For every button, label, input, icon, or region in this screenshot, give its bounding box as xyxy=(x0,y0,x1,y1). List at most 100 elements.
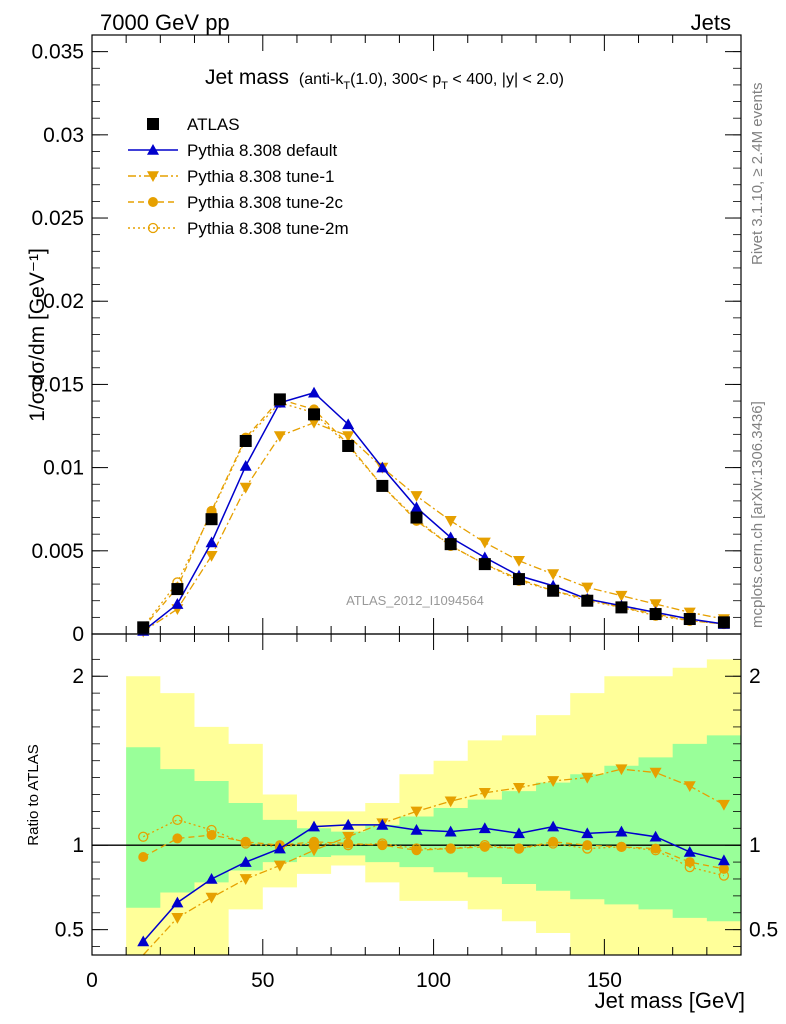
ratio-point-default xyxy=(717,854,730,866)
ratio-point-default xyxy=(308,820,321,832)
main-ytick-label: 0.005 xyxy=(31,540,84,563)
main-ytick-label: 0.035 xyxy=(31,41,84,64)
main-point-atlas xyxy=(273,393,286,406)
main-ytick-label: 0.02 xyxy=(43,290,84,313)
main-point-tune1 xyxy=(615,590,628,602)
main-ylabel: 1/σ dσ/dm [GeV⁻¹] xyxy=(26,248,49,422)
main-point-tune1 xyxy=(444,516,457,527)
ratio-point-tune2c xyxy=(138,852,149,863)
ratio-point-default xyxy=(683,845,696,857)
legend-marker-tune1 xyxy=(147,171,159,182)
ratio-xtick-label: 100 xyxy=(416,969,451,992)
main-series-line-tune2c xyxy=(142,398,724,629)
main-point-atlas xyxy=(205,513,218,526)
main-point-atlas xyxy=(683,613,696,626)
ratio-point-tune2m xyxy=(547,838,559,849)
ratio-point-tune1 xyxy=(478,788,491,799)
main-point-tune1 xyxy=(649,599,662,611)
ratio-point-default xyxy=(137,935,150,947)
ratio-point-tune2m xyxy=(138,831,149,842)
ratio-panel: 0.5 0.5 1 1 2 2 0 50 100 150 xyxy=(55,633,778,992)
ratio-ytick-label: 1 xyxy=(72,834,84,857)
ratio-point-tune2m xyxy=(616,841,627,853)
ratio-point-tune1 xyxy=(205,892,218,904)
ratio-point-tune2c xyxy=(616,841,627,852)
legend-marker-tune2c xyxy=(148,197,158,207)
main-point-tune1 xyxy=(683,607,696,619)
main-point-default xyxy=(410,501,423,513)
main-point-atlas xyxy=(478,558,491,571)
ratio-series-line-default xyxy=(142,824,725,942)
main-point-atlas xyxy=(512,573,525,586)
ratio-point-tune1 xyxy=(171,913,184,924)
ratio-xtick-label: 150 xyxy=(587,969,622,992)
ratio-series-line-tune2c xyxy=(142,834,725,870)
header-right: Jets xyxy=(691,10,731,35)
main-point-default xyxy=(239,459,252,471)
main-ytick-label: 0.015 xyxy=(31,373,84,396)
main-point-atlas xyxy=(342,439,355,452)
ratio-point-tune2m xyxy=(240,838,251,849)
main-ytick-label: 0.01 xyxy=(43,457,84,480)
ratio-point-tune2m xyxy=(308,838,320,849)
ratio-point-tune2m xyxy=(377,838,388,849)
ratio-point-default xyxy=(239,856,252,867)
ratio-point-default xyxy=(205,872,218,884)
ratio-point-tune2m xyxy=(172,814,183,825)
ratio-point-tune1 xyxy=(273,860,286,872)
analysis-watermark: ATLAS_2012_I1094564 xyxy=(346,593,484,608)
main-point-tune1 xyxy=(308,417,321,429)
main-point-tune1 xyxy=(581,582,594,594)
main-ytick-label: 0.025 xyxy=(31,207,84,230)
ratio-point-tune2m xyxy=(650,845,661,856)
ratio-point-default xyxy=(649,830,662,842)
main-point-atlas xyxy=(171,583,184,596)
main-point-atlas xyxy=(547,584,560,597)
ratio-point-tune1 xyxy=(308,845,321,857)
main-point-atlas xyxy=(717,616,730,629)
legend-label-tune1: Pythia 8.308 tune-1 xyxy=(187,167,334,186)
header-left: 7000 GeV pp xyxy=(100,10,230,35)
ratio-point-tune2m xyxy=(445,843,456,854)
mcplots-label: mcplots.cern.ch [arXiv:1306.3436] xyxy=(749,401,766,628)
legend-label-atlas: ATLAS xyxy=(187,115,240,134)
main-point-tune1 xyxy=(273,431,286,442)
main-point-atlas xyxy=(581,594,594,607)
ratio-point-tune1 xyxy=(342,831,355,843)
main-point-tune1 xyxy=(239,482,252,494)
main-point-atlas xyxy=(410,511,423,524)
ratio-xlabel: Jet mass [GeV] xyxy=(595,988,745,1013)
main-point-tune1 xyxy=(342,431,355,442)
main-point-default xyxy=(205,536,218,548)
main-title: Jet mass (anti-kT(1.0), 300< pT < 400, |… xyxy=(205,66,564,92)
ratio-point-default xyxy=(512,827,525,839)
ratio-point-tune1 xyxy=(239,874,252,885)
ratio-point-default xyxy=(273,842,286,854)
ratio-point-tune1 xyxy=(683,781,696,793)
ratio-point-tune1 xyxy=(512,782,525,794)
ratio-point-tune2c xyxy=(513,843,524,854)
ratio-point-default xyxy=(547,820,560,832)
main-point-default xyxy=(171,598,184,609)
main-point-atlas xyxy=(444,538,457,551)
ratio-ytick-label-right: 2 xyxy=(749,665,761,688)
main-ytick-label: 0.03 xyxy=(43,124,84,147)
legend-label-default: Pythia 8.308 default xyxy=(187,141,338,160)
ratio-point-tune1 xyxy=(717,799,730,811)
main-point-default xyxy=(308,386,321,398)
rivet-label: Rivet 3.1.10, ≥ 2.4M events xyxy=(749,83,766,266)
main-series-line-tune1 xyxy=(142,421,725,633)
ratio-point-tune1 xyxy=(444,796,457,808)
ratio-point-tune2m xyxy=(206,824,217,836)
ratio-ytick-label: 2 xyxy=(72,665,84,688)
ratio-point-tune1 xyxy=(547,776,560,787)
ratio-series-line-tune1 xyxy=(142,768,725,956)
ratio-point-tune2m xyxy=(479,840,490,851)
main-point-tune1 xyxy=(205,550,218,562)
ratio-point-tune2m xyxy=(343,840,354,851)
ratio-ylabel: Ratio to ATLAS xyxy=(25,744,42,845)
legend-marker-atlas xyxy=(147,118,159,130)
ratio-point-tune2m xyxy=(411,843,422,854)
main-point-atlas xyxy=(239,434,252,447)
